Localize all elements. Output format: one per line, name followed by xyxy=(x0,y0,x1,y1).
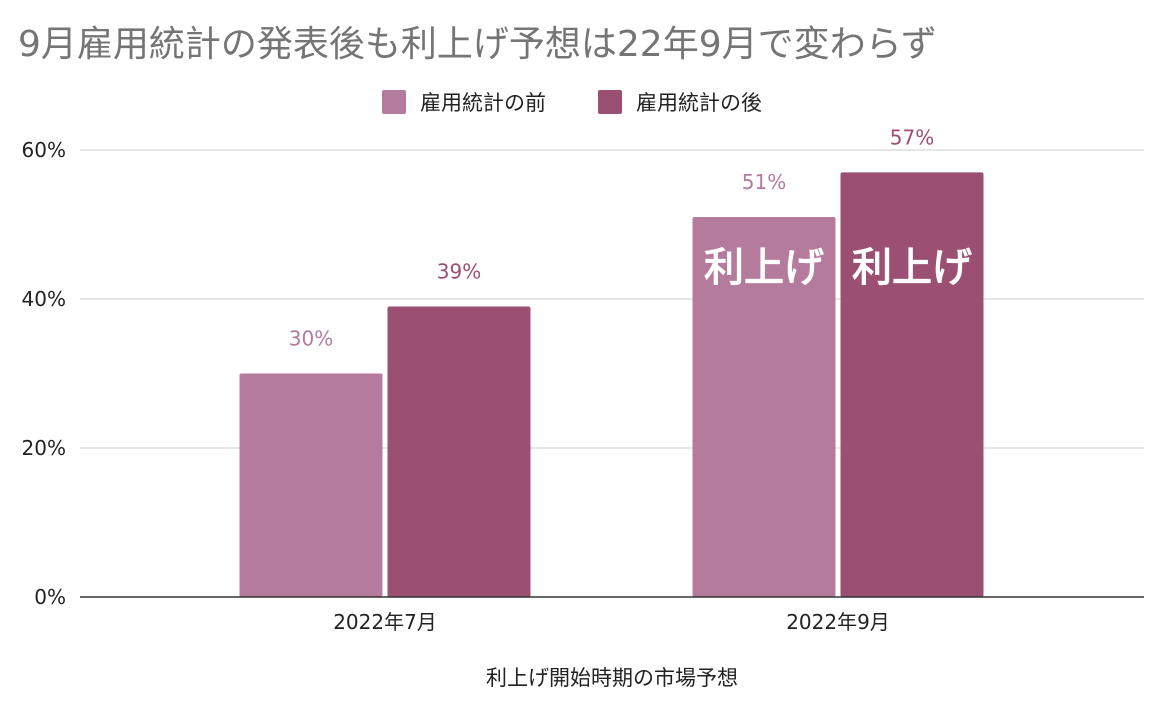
x-tick-label: 2022年9月 xyxy=(786,610,890,634)
legend-item-after: 雇用統計の後 xyxy=(598,90,762,115)
y-axis-ticks: 0% 20% 40% 60% xyxy=(22,138,66,609)
bar-after-1 xyxy=(840,172,984,597)
y-tick-label: 40% xyxy=(22,287,66,311)
annotations: 利上げ 利上げ xyxy=(704,245,972,291)
y-tick-label: 0% xyxy=(34,585,66,609)
bar-annotation: 利上げ xyxy=(852,245,972,291)
y-tick-label: 20% xyxy=(22,436,66,460)
bar-annotation: 利上げ xyxy=(704,245,824,291)
y-tick-label: 60% xyxy=(22,138,66,162)
data-label: 51% xyxy=(742,170,786,194)
x-axis-title: 利上げ開始時期の市場予想 xyxy=(486,666,738,690)
legend: 雇用統計の前 雇用統計の後 xyxy=(382,90,762,115)
legend-item-before: 雇用統計の前 xyxy=(382,90,546,115)
bars xyxy=(239,172,984,598)
legend-label: 雇用統計の後 xyxy=(636,91,762,115)
x-axis-ticks: 2022年7月 2022年9月 xyxy=(333,610,890,634)
bar-before-0 xyxy=(239,373,383,597)
x-tick-label: 2022年7月 xyxy=(333,610,437,634)
bar-before-1 xyxy=(692,217,836,598)
bar-after-0 xyxy=(387,306,531,597)
legend-label: 雇用統計の前 xyxy=(420,91,546,115)
data-label: 57% xyxy=(890,125,934,149)
data-label: 39% xyxy=(437,259,481,283)
data-label: 30% xyxy=(289,327,333,351)
data-labels: 30% 39% 51% 57% xyxy=(289,125,934,350)
chart-title: 9月雇用統計の発表後も利上げ予想は22年9月で変わらず xyxy=(18,24,937,65)
legend-swatch xyxy=(598,90,622,114)
legend-swatch xyxy=(382,90,406,114)
